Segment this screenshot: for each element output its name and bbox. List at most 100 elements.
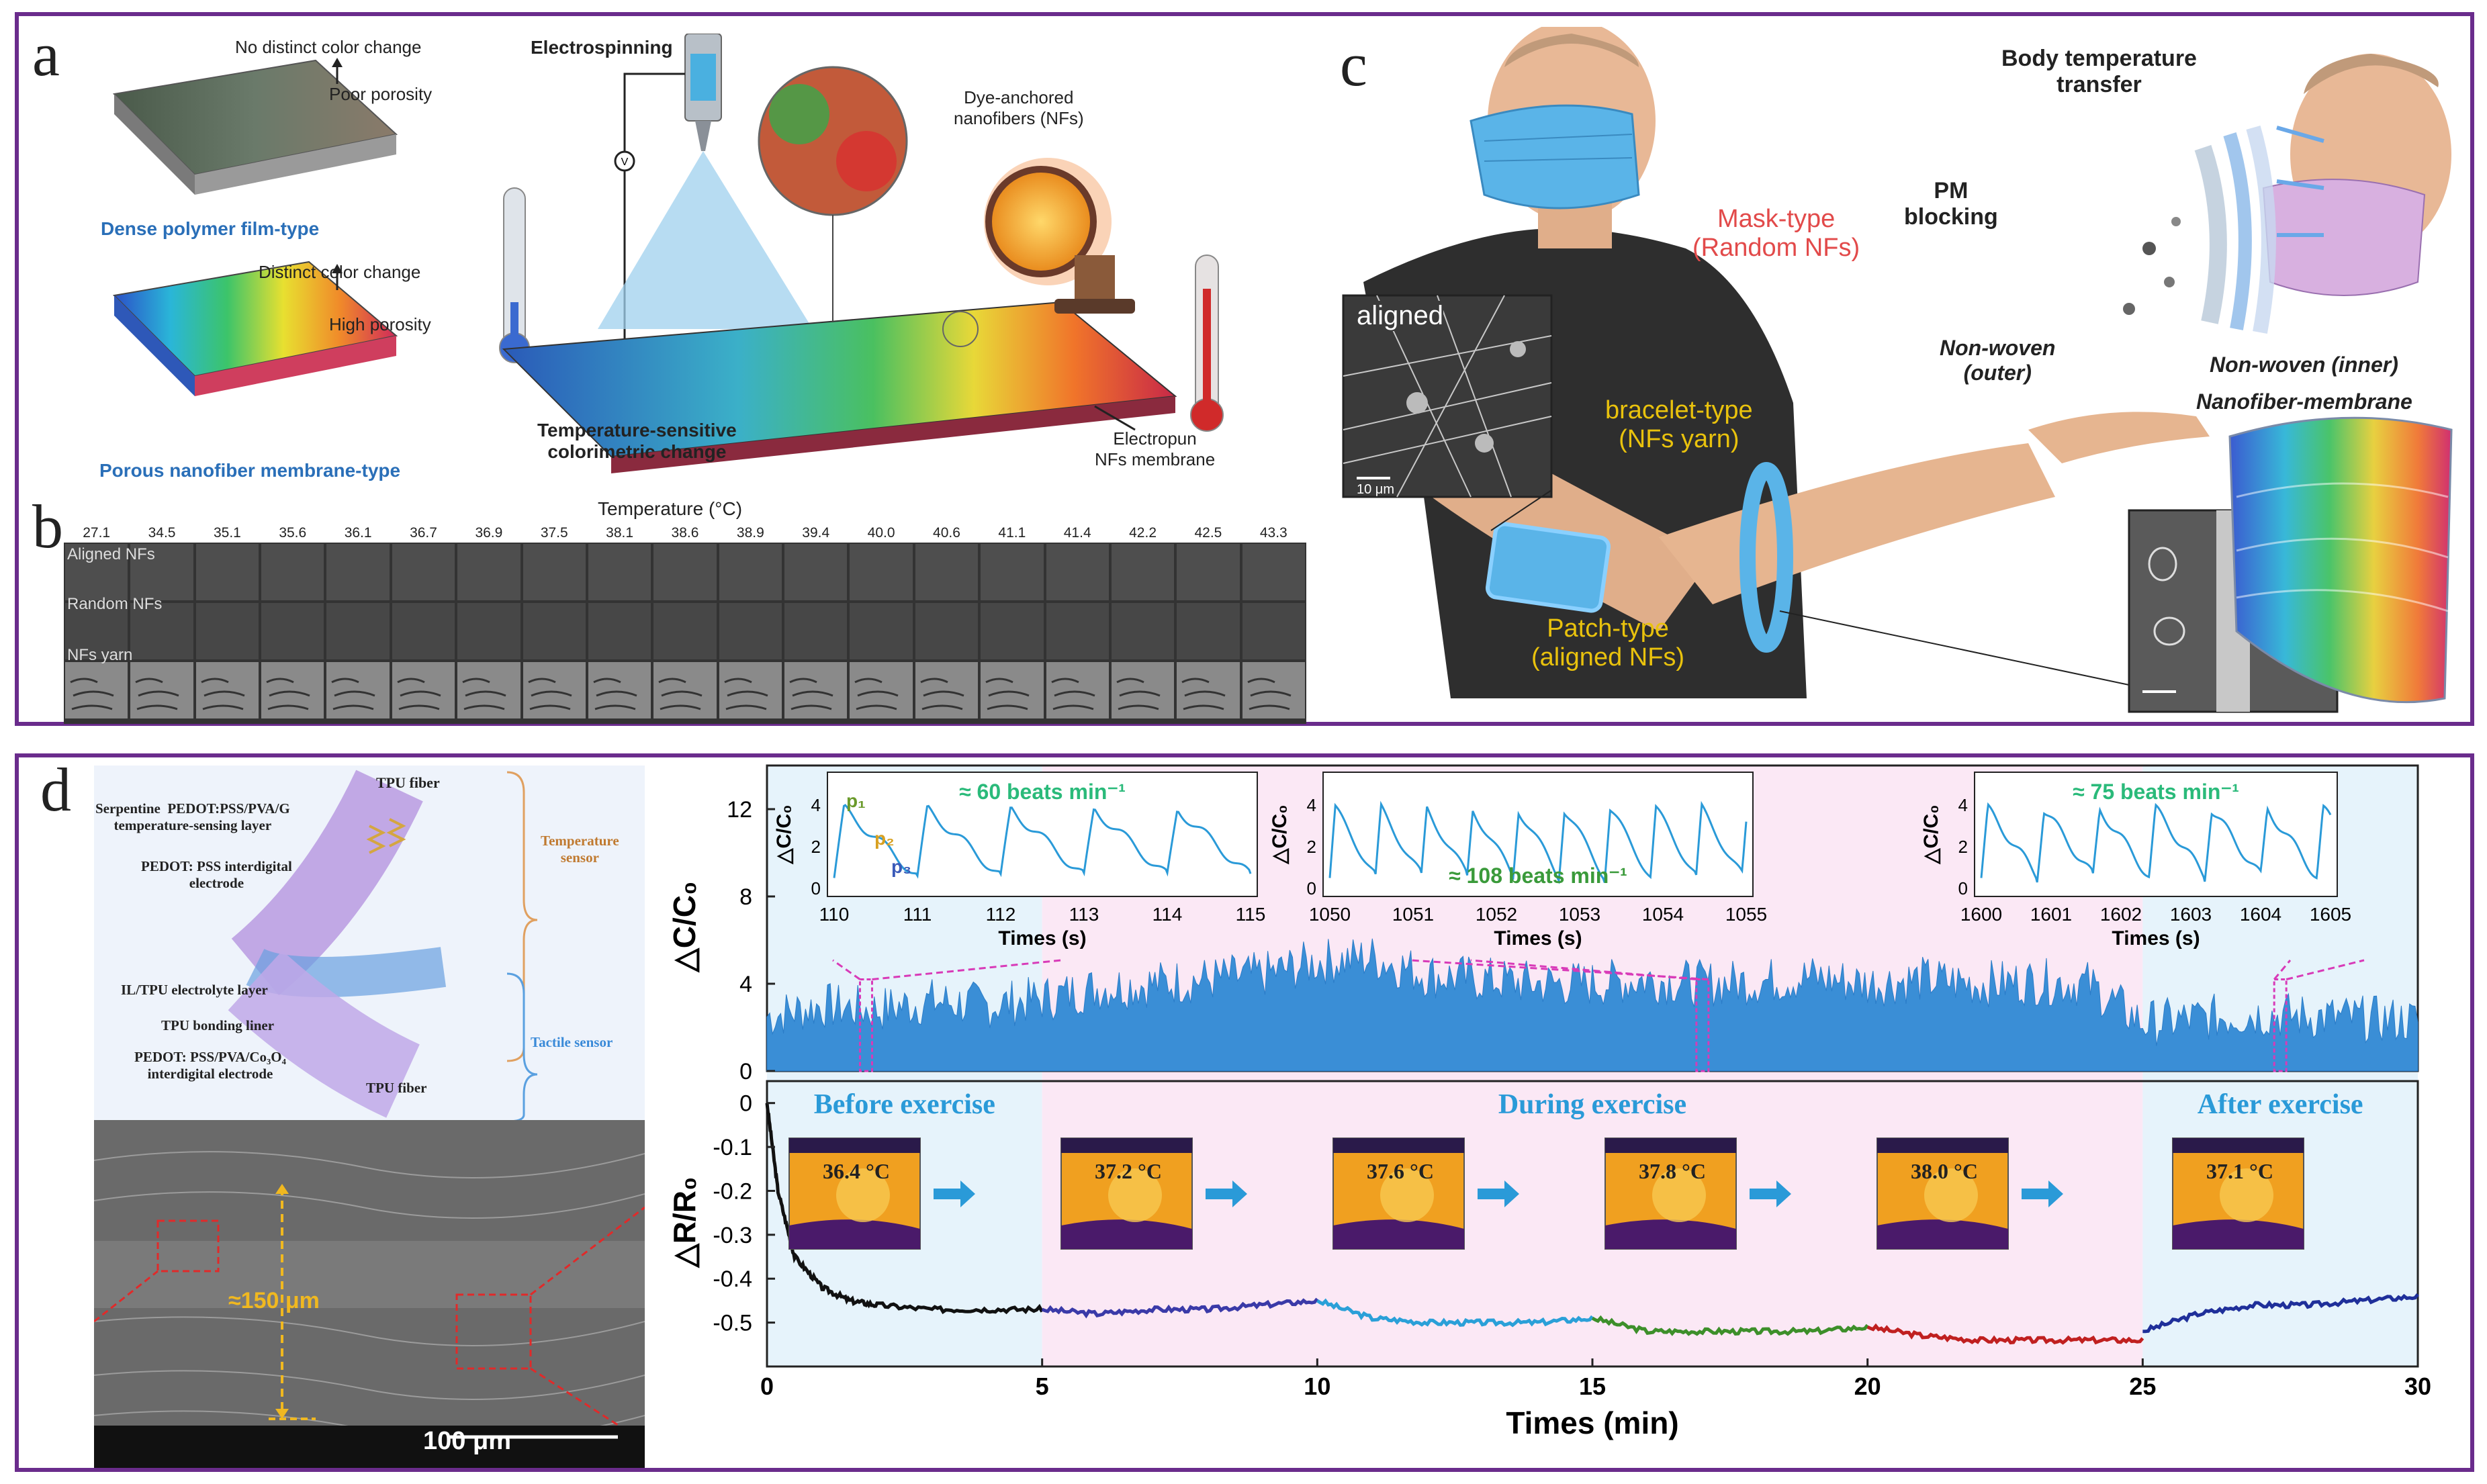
colorimetric-cell: [130, 662, 193, 718]
thermal-image: 37.6 °C: [1332, 1138, 1519, 1250]
top-ytick-label: 12: [727, 797, 752, 823]
panel-a-letter: a: [32, 20, 60, 89]
inset-xtick-label: 1600: [1960, 904, 2002, 925]
bottom-ytick-label: -0.2: [713, 1178, 752, 1204]
colorimetric-cell: [653, 603, 717, 659]
sensor-exploded-view: [94, 766, 645, 1121]
before-exercise-label: Before exercise: [814, 1089, 995, 1120]
colorimetric-cell: [457, 662, 521, 718]
temperature-tick: 43.3: [1259, 525, 1287, 541]
inset-xtick-label: 1053: [1559, 904, 1600, 925]
bottom-ytick-label: -0.1: [713, 1135, 752, 1160]
colorimetric-cell: [392, 544, 455, 600]
row-label-random: Random NFs: [67, 595, 163, 613]
colorimetric-cell: [457, 603, 521, 659]
colorimetric-cell: [1111, 662, 1175, 718]
porous-membrane-label: Porous nanofiber membrane-type: [99, 460, 401, 481]
tpu-fiber-top-label: TPU fiber: [376, 774, 440, 791]
thermal-arrow: [1478, 1180, 1519, 1207]
temperature-tick: 41.1: [998, 525, 1026, 541]
temperature-tick: 36.7: [410, 525, 437, 541]
inset-xtick-label: 111: [903, 904, 932, 925]
colorimetric-cell: [915, 662, 979, 718]
thermal-hotspot: [2220, 1168, 2273, 1222]
yarn-label: yarn: [1985, 671, 2037, 701]
temperature-tick: 38.6: [671, 525, 699, 541]
nonwoven-outer-label: Non-woven (outer): [1940, 336, 2056, 385]
nonwoven-inner-label: Non-woven (inner): [2210, 353, 2398, 377]
colorimetric-cell: [65, 603, 128, 659]
callout-line: [2273, 960, 2292, 980]
temperature-tick: 39.4: [802, 525, 830, 541]
colorimetric-cell: [719, 603, 782, 659]
colorimetric-cell: [457, 544, 521, 600]
colorimetric-cell: [850, 544, 913, 600]
temperature-tick: 42.5: [1194, 525, 1222, 541]
peak-label: p₁: [846, 790, 866, 811]
thermal-colorbar: [1605, 1138, 1736, 1153]
heart-rate-label: ≈ 60 beats min⁻¹: [959, 780, 1126, 804]
inset-ytick-label: 4: [811, 795, 821, 815]
bottom-ytick-label: 0: [739, 1091, 752, 1117]
bottom-xtick-label: 15: [1579, 1373, 1606, 1400]
inset-xtick-label: 1601: [2030, 904, 2072, 925]
resistance-series: [765, 1103, 1044, 1315]
bottom-xtick-label: 5: [1036, 1373, 1049, 1400]
colorimetric-grid: [64, 543, 1306, 724]
thermal-arrow: [934, 1180, 975, 1207]
tactile-sensor-label: Tactile sensor: [531, 1034, 613, 1050]
thermal-dark-region: [1061, 1219, 1192, 1249]
panel-b-letter: b: [32, 492, 63, 561]
colorimetric-cell: [65, 662, 128, 718]
colorimetric-cell: [653, 544, 717, 600]
thermal-temperature: 37.6 °C: [1367, 1159, 1434, 1183]
exercise-chart: 0 4 8 12 △C/C₀ 110 111 112 113 114 115 0 2 4 Times (s)…: [667, 764, 2431, 1440]
temperature-tick: 36.1: [344, 525, 372, 541]
colorimetric-cell: [523, 544, 586, 600]
colorimetric-cell: [784, 603, 848, 659]
temperature-tick: 37.5: [540, 525, 568, 541]
distinct-color-change-label: Distinct color change: [259, 262, 421, 282]
inset-xtick-label: 1052: [1476, 904, 1517, 925]
dye-anchored-label: Dye-anchored nanofibers (NFs): [954, 87, 1084, 128]
colorimetric-cell: [261, 662, 324, 718]
colorimetric-cell: [981, 662, 1044, 718]
top-ylabel: △C/C₀: [667, 881, 702, 973]
inset-xtick-label: 112: [986, 904, 1016, 925]
temperature-tick: 38.1: [606, 525, 634, 541]
thermal-hotspot: [1380, 1168, 1434, 1222]
bottom-ytick-label: -0.4: [713, 1266, 752, 1292]
patch-type-label: Patch-type (aligned NFs): [1531, 614, 1685, 671]
thermal-image: 37.2 °C: [1060, 1138, 1247, 1250]
body-temp-label: Body temperature transfer: [2001, 46, 2197, 97]
bottom-xtick-label: 20: [1854, 1373, 1881, 1400]
inset-xtick-label: 1603: [2170, 904, 2212, 925]
callout-box: [858, 978, 873, 1072]
temperature-tick: 38.9: [736, 525, 764, 541]
colorimetric-cell: [1046, 544, 1109, 600]
row-label-yarn: NFs yarn: [67, 646, 133, 664]
colorimetric-cell: [1111, 544, 1175, 600]
bracelet-type-label: bracelet-type (NFs yarn): [1605, 396, 1753, 453]
inset-ytick-label: 0: [1307, 878, 1316, 898]
thermal-colorbar: [1877, 1138, 2008, 1153]
inset-xtick-label: 1602: [2100, 904, 2142, 925]
colorimetric-cell: [719, 544, 782, 600]
inset-ytick-label: 4: [1307, 795, 1316, 815]
scale-10um-label: 10 μm: [1357, 482, 1394, 497]
no-color-change-label: No distinct color change: [235, 37, 422, 57]
colorimetric-cell: [130, 544, 193, 600]
thermal-colorbar: [1061, 1138, 1192, 1153]
top-area-series: [766, 938, 2418, 1072]
inset-ylabel: △C/C₀: [1920, 804, 1942, 864]
temperature-tick: 36.9: [475, 525, 503, 541]
thermal-colorbar: [789, 1138, 920, 1153]
panel-c-illustration: [1342, 27, 2453, 713]
colorimetric-cell: [784, 662, 848, 718]
temperature-tick: 42.2: [1129, 525, 1157, 541]
inset-xlabel: Times (s): [998, 927, 1086, 949]
thermal-dark-region: [1605, 1219, 1736, 1249]
thermal-arrow: [2022, 1180, 2063, 1207]
pedot-co-label: PEDOT: PSS/PVA/Co₃O₄ interdigital electr…: [134, 1049, 286, 1082]
pedot-interdigital-label: PEDOT: PSS interdigital electrode: [141, 858, 292, 891]
